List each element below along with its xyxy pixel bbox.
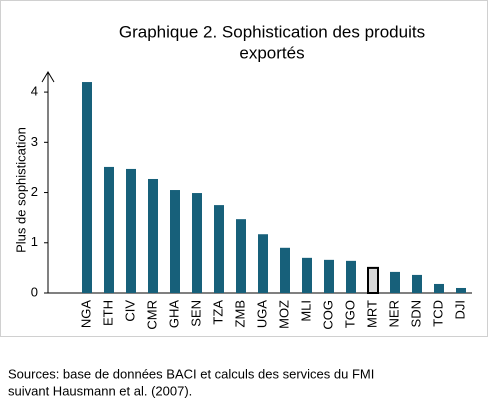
x-tick-label: SDN [408,300,423,327]
x-tick-label: MOZ [276,300,291,329]
y-tick-label: 1 [31,234,38,249]
bar [346,260,356,293]
x-tick-label: MRT [364,300,379,328]
chart-title: Graphique 2. Sophistication des produits [119,22,425,41]
bar [192,193,202,293]
bar [324,259,334,293]
bar [302,257,312,293]
bar [104,166,114,293]
bar [280,247,290,293]
y-tick-label: 4 [31,84,38,99]
bar [236,219,246,293]
x-tick-label: COG [320,300,335,330]
x-tick-label: TCD [430,300,445,327]
x-tick-label: ZMB [232,300,247,327]
x-tick-label: CIV [122,300,137,322]
bar [456,287,466,293]
x-tick-label: SEN [188,300,203,327]
bar [148,178,158,293]
x-tick-label: GHA [166,300,181,329]
x-tick-label: DJI [452,300,467,320]
y-tick-label: 3 [31,134,38,149]
x-tick-label: CMR [144,300,159,330]
y-tick-label: 2 [31,184,38,199]
bar [126,168,136,293]
x-tick-label: MLI [298,300,313,322]
x-tick-label: NGA [78,300,93,329]
bar [214,205,224,293]
x-tick-label: TZA [210,300,225,325]
x-tick-label: ETH [100,300,115,326]
bar [412,274,422,293]
source-note: suivant Hausmann et al. (2007). [8,383,192,398]
bar [434,283,444,293]
bar [82,82,92,293]
bar [390,271,400,293]
x-tick-label: UGA [254,300,269,329]
y-tick-label: 0 [31,284,38,299]
y-axis-arrow [41,71,55,83]
x-tick-label: NER [386,300,401,327]
bar [170,190,180,293]
bar [258,234,268,293]
x-tick-label: TGO [342,300,357,328]
bar [367,266,379,294]
chart-title: exportés [239,43,304,62]
y-axis-label: Plus de sophistication [13,127,28,253]
source-note: Sources: base de données BACI et calculs… [8,366,374,381]
